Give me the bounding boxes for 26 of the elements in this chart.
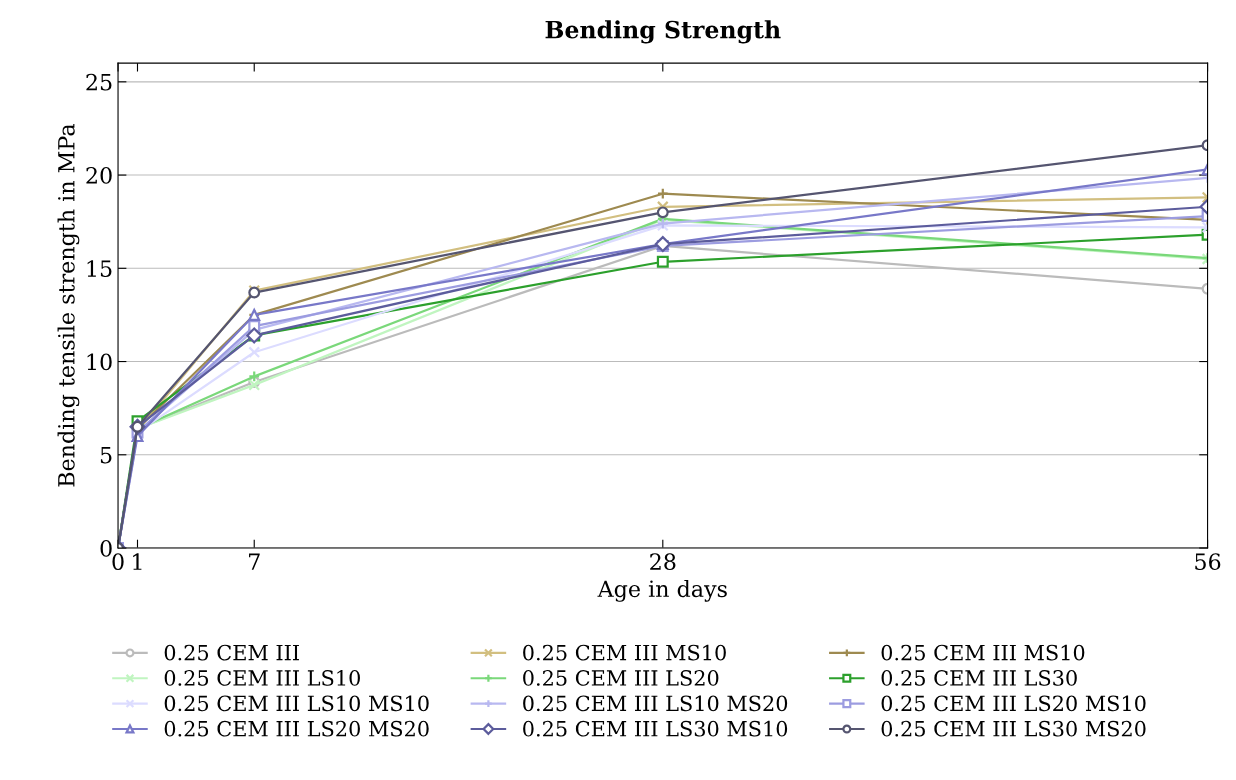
chart-title: Bending Strength	[545, 20, 781, 44]
y-tick-label: 20	[86, 167, 112, 184]
legend-label: 0.25 CEM III LS10 MS10	[164, 695, 429, 712]
y-tick-label: 5	[100, 447, 112, 464]
x-tick-label: 7	[249, 553, 260, 570]
legend-label: 0.25 CEM III LS30 MS20	[881, 720, 1146, 737]
x-axis-title: Age in days	[597, 579, 727, 602]
y-tick-label: 10	[87, 353, 112, 371]
legend-label: 0.25 CEM III LS30 MS10	[523, 720, 788, 737]
y-tick-label: 15	[87, 260, 112, 278]
legend-label: 0.25 CEM III MS10	[881, 644, 1085, 661]
x-tick-label: 28	[650, 553, 676, 571]
legend-label: 0.25 CEM III	[164, 644, 299, 661]
x-tick-label: 56	[1195, 553, 1221, 571]
y-tick-label: 25	[86, 73, 112, 91]
legend-label: 0.25 CEM III LS20	[523, 670, 719, 686]
legend-label: 0.25 CEM III LS30	[881, 670, 1077, 686]
legend-label: 0.25 CEM III MS10	[523, 644, 726, 661]
legend-label: 0.25 CEM III LS10	[164, 670, 360, 686]
x-tick-label: 0	[112, 553, 124, 571]
y-tick-label: 0	[100, 539, 112, 557]
legend-label: 0.25 CEM III LS20 MS10	[881, 695, 1146, 712]
legend-label: 0.25 CEM III LS20 MS20	[164, 720, 429, 737]
y-axis-title: Bending tensile strength in MPa	[57, 124, 80, 487]
x-tick-label: 1	[133, 553, 142, 570]
legend-label: 0.25 CEM III LS10 MS20	[523, 695, 788, 712]
